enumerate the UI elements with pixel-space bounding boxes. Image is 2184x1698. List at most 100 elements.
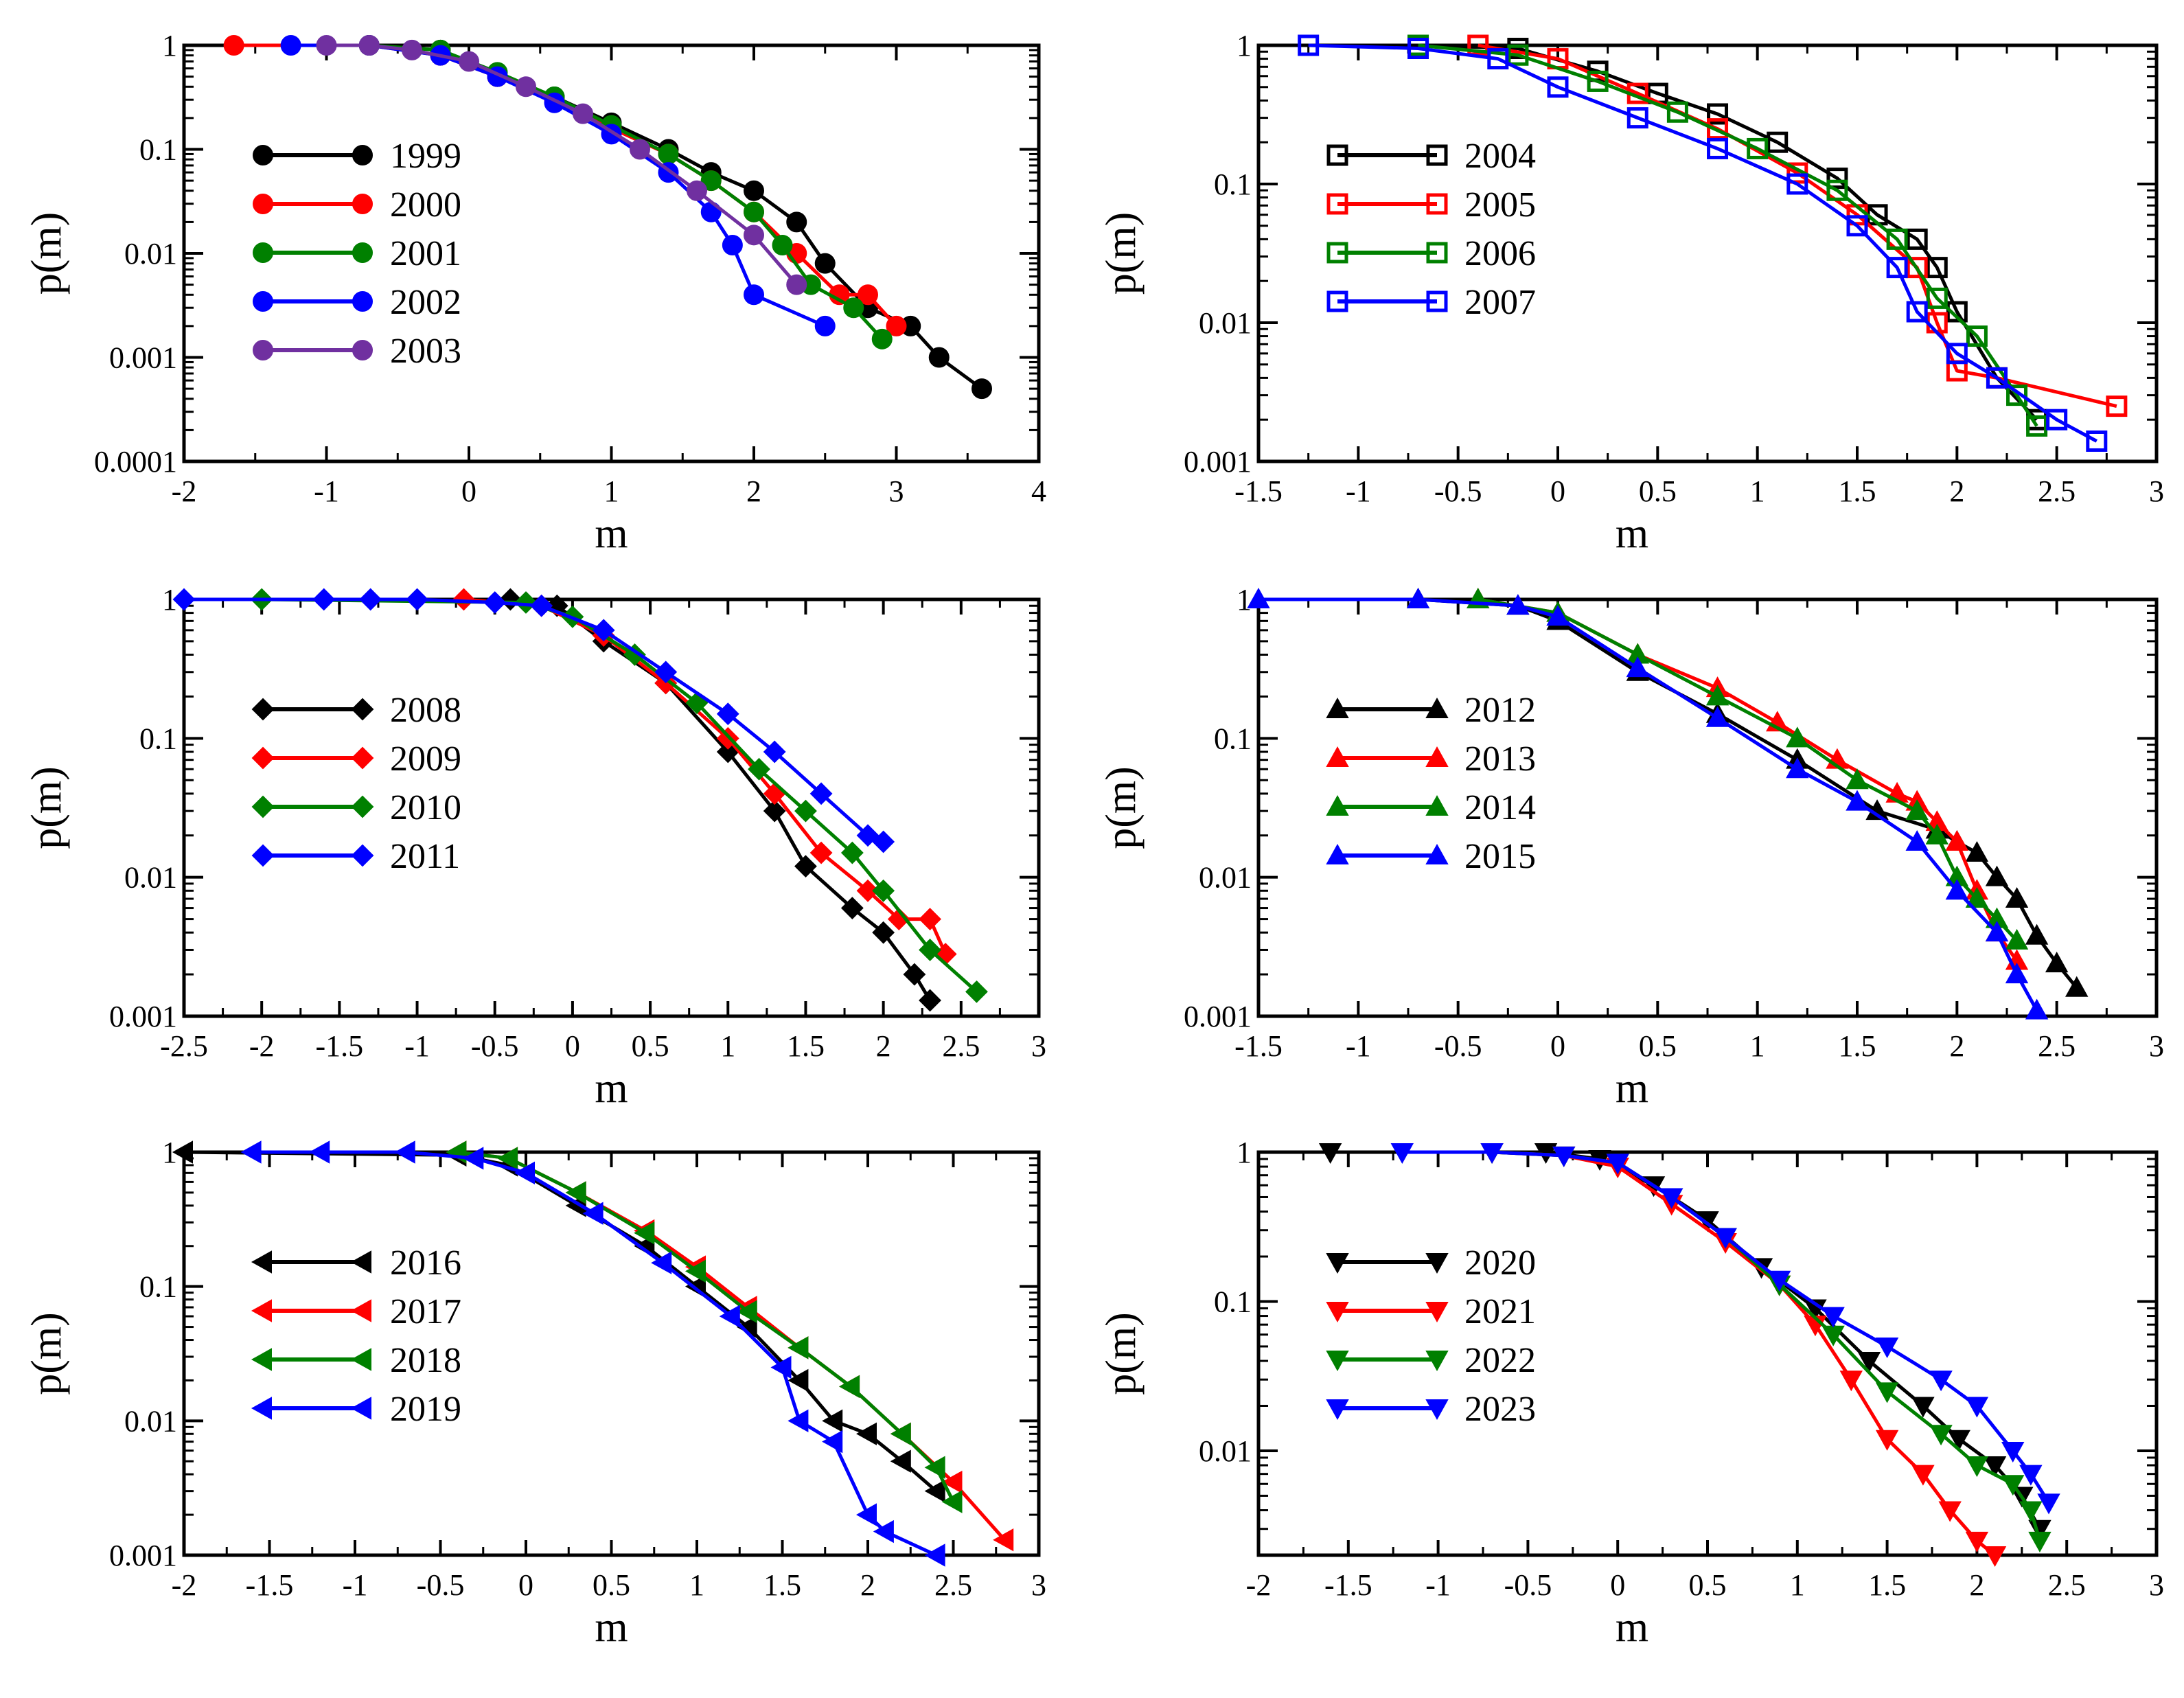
data-point-2023 [1929, 1370, 1953, 1392]
data-point-2016 [822, 1409, 843, 1433]
data-point-2015 [1985, 921, 2009, 942]
data-point-2001 [871, 328, 893, 349]
data-point-2019 [240, 1140, 262, 1164]
data-point-2007 [1487, 48, 1509, 70]
data-point-2011 [763, 740, 786, 764]
data-point-2012 [1985, 865, 2009, 886]
data-point-2012 [2025, 923, 2049, 945]
data-point-2008 [763, 799, 786, 823]
series-line-2022 [1491, 1150, 2042, 1541]
x-tick-label: 4 [1031, 474, 1046, 508]
legend-label-2023: 2023 [1464, 1390, 1536, 1429]
data-point-2023 [1965, 1397, 1989, 1418]
series-line-2016 [183, 1150, 938, 1493]
legend-label-1999: 1999 [390, 137, 461, 176]
legend-marker-2004 [1426, 144, 1448, 166]
data-point-2022 [2001, 1475, 2025, 1496]
data-point-2009 [934, 943, 957, 965]
data-point-2006 [1747, 137, 1769, 159]
data-point-2011 [530, 594, 553, 617]
y-axis-title: p(m) [1098, 766, 1145, 849]
x-tick-label: -1 [314, 474, 339, 508]
data-point-2007 [1407, 37, 1429, 59]
x-tick-label: -2.5 [160, 1029, 208, 1063]
data-point-2014 [1925, 823, 1949, 845]
data-point-2021 [1938, 1501, 1962, 1522]
data-point-2023 [1552, 1146, 1576, 1167]
y-axis-title: p(m) [1098, 1312, 1145, 1395]
data-point-2005 [1467, 34, 1489, 56]
legend-marker-2001 [352, 242, 373, 263]
legend-marker-2002 [352, 291, 373, 312]
x-tick-label: -0.5 [471, 1029, 519, 1063]
data-point-2004 [1707, 103, 1729, 125]
data-point-2007 [2046, 409, 2068, 431]
y-tick-label: 0.01 [124, 861, 177, 895]
panel-5: -2 -1.5 -1 -0.5 0 0.5 1 1.5 2 2.5 3 0.001 0.01 0.1 1 m p… [23, 1136, 1046, 1651]
x-tick-label: 0 [461, 474, 476, 508]
legend-label-2001: 2001 [390, 234, 461, 273]
data-point-2023 [1714, 1228, 1737, 1249]
data-point-2007 [1946, 343, 1968, 365]
data-point-1999 [786, 211, 807, 233]
legend: 2008 2009 2010 2011 [251, 691, 461, 876]
x-tick-label: 3 [1031, 1029, 1046, 1063]
data-point-2018 [497, 1147, 518, 1170]
data-point-2015 [1846, 790, 1869, 811]
series-group [172, 588, 988, 1012]
x-tick-label: 1.5 [1839, 1029, 1876, 1063]
data-point-2019 [651, 1251, 672, 1274]
x-axis-title: m [1616, 510, 1648, 557]
series-2013 [1467, 587, 2029, 970]
y-tick-label: 0.1 [139, 133, 177, 167]
x-tick-label: 1.5 [1868, 1568, 1906, 1602]
data-point-2002 [744, 284, 764, 306]
data-point-2010 [514, 591, 538, 614]
data-point-2015 [1786, 757, 1809, 779]
legend-marker-2009 [251, 746, 275, 770]
data-point-2000 [223, 35, 244, 56]
x-tick-label: 2.5 [942, 1029, 980, 1063]
data-point-2014 [1786, 726, 1809, 748]
data-point-2019 [788, 1409, 809, 1433]
data-point-2012 [2005, 886, 2029, 908]
x-tick-label: 3 [2149, 1568, 2164, 1602]
x-tick-label: 2 [876, 1029, 891, 1063]
data-point-2019 [514, 1161, 535, 1185]
x-tick-label: 3 [2149, 1029, 2164, 1063]
x-tick-label: 0 [565, 1029, 580, 1063]
y-tick-label: 0.01 [124, 237, 177, 271]
series-line-2019 [252, 1150, 937, 1557]
y-axis-title: p(m) [23, 766, 70, 849]
data-point-2009 [856, 879, 880, 902]
x-tick-label: 1 [720, 1029, 735, 1063]
x-tick-label: 1 [1750, 1029, 1765, 1063]
legend-label-2011: 2011 [390, 837, 460, 876]
legend-marker-2008 [351, 698, 374, 721]
y-tick-label: 0.001 [109, 341, 177, 375]
data-point-2016 [172, 1140, 193, 1164]
legend-marker-2020 [1425, 1253, 1449, 1274]
data-point-2000 [886, 315, 907, 336]
panel-2: -1.5 -1 -0.5 0 0.5 1 1.5 2 2.5 3 0.001 0.01 0.1 1 m p(m… [1098, 29, 2164, 557]
x-tick-label: -1.5 [246, 1568, 294, 1602]
data-point-2006 [1966, 325, 1988, 347]
data-point-2015 [1626, 656, 1649, 678]
data-point-2019 [309, 1140, 330, 1164]
x-tick-label: -0.5 [1504, 1568, 1552, 1602]
x-tick-label: 0.5 [1689, 1568, 1727, 1602]
x-tick-label: -1 [1346, 1029, 1371, 1063]
legend-marker-2011 [251, 844, 275, 867]
series-group [223, 35, 992, 400]
x-tick-label: -2 [1246, 1568, 1272, 1602]
data-point-2014 [2005, 928, 2029, 950]
data-point-2003 [459, 51, 479, 72]
data-point-2022 [2019, 1501, 2043, 1522]
legend-marker-1999 [352, 145, 373, 165]
data-point-2014 [1846, 768, 1869, 790]
data-point-2013 [1945, 829, 1969, 851]
legend-marker-2000 [352, 194, 373, 214]
data-point-2003 [402, 39, 422, 60]
series-line-2008 [510, 597, 932, 1002]
data-point-2021 [1839, 1370, 1863, 1392]
